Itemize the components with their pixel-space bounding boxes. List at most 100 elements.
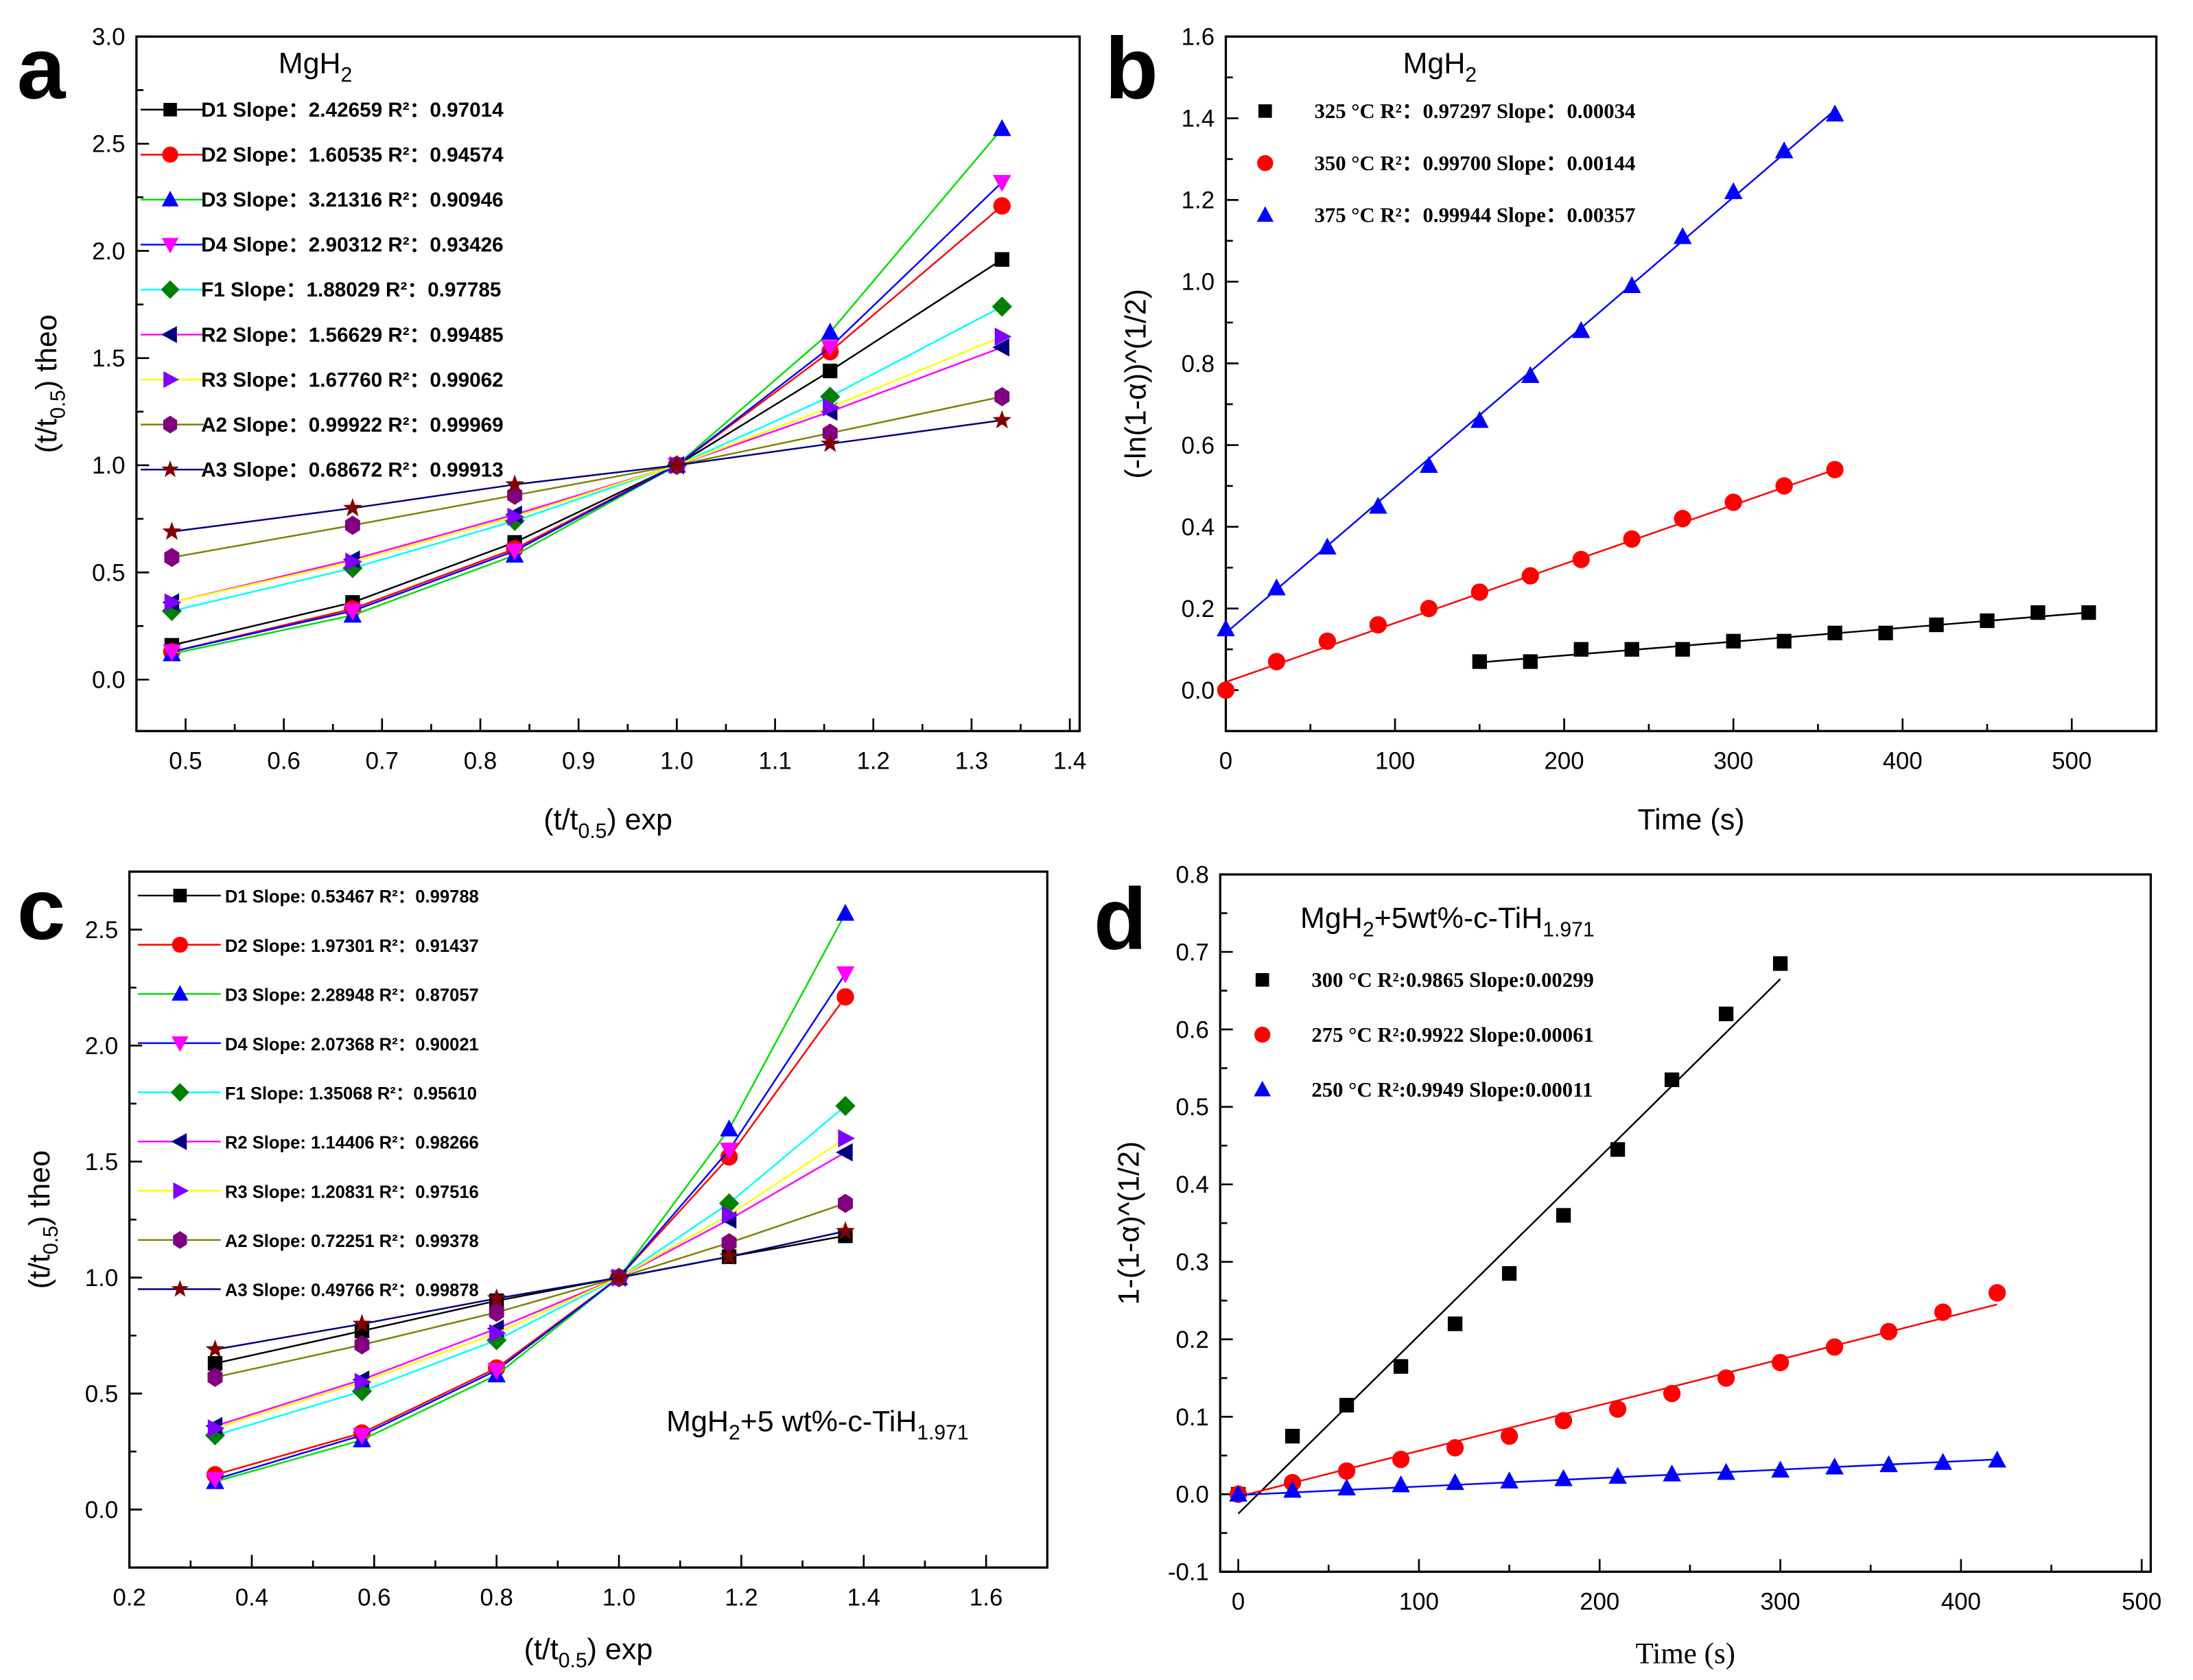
x-tick-label: 0.6	[267, 748, 300, 775]
y-tick-label: 0.2	[1175, 1327, 1208, 1353]
triangle-up-marker	[1879, 1455, 1898, 1473]
circle-marker	[172, 936, 189, 953]
triangle-up-marker	[1717, 1462, 1735, 1480]
triangle-down-marker	[343, 603, 362, 621]
square-marker	[1776, 633, 1792, 649]
triangle-up-marker	[720, 1119, 738, 1136]
series-line	[215, 973, 847, 1480]
star-marker	[505, 474, 525, 493]
legend-label: 325 °C R²：0.97297 Slope：0.00034	[1315, 100, 1636, 123]
text-part: (t/t	[543, 804, 578, 837]
series-A3	[205, 1221, 855, 1358]
star-marker	[162, 522, 182, 540]
x-tick-label: 1.4	[847, 1584, 880, 1611]
square-marker	[1523, 654, 1538, 669]
star-marker	[205, 1339, 225, 1358]
circle-marker	[1369, 616, 1387, 634]
y-axis-label: (-ln(1-α))^(1/2)	[1120, 289, 1153, 479]
diamond-marker	[992, 296, 1012, 317]
triangle-up-marker	[1217, 619, 1235, 637]
y-tick-label: 0.0	[1175, 1482, 1208, 1508]
x-tick-label: 0	[1232, 1589, 1245, 1615]
series-line	[215, 1152, 846, 1427]
subscript: 2	[729, 1422, 740, 1445]
series-line	[172, 128, 1003, 655]
x-tick-label: 0.8	[464, 748, 497, 775]
legend-item: F1 Slope: 1.35068 R²：0.95610	[137, 1083, 477, 1104]
subscript: 2	[341, 64, 353, 86]
circle-marker	[1663, 1384, 1681, 1403]
x-tick-label: 200	[1545, 748, 1584, 775]
x-tick-label: 0.4	[235, 1584, 268, 1611]
diamond-marker	[161, 600, 183, 621]
x-axis-label: (t/t0.5​) exp	[524, 1633, 653, 1672]
y-tick-label: 1.4	[1182, 106, 1215, 132]
series-line	[172, 181, 1003, 653]
panel-d: d 0 100 200 300 400 500 -0.1 0.0 0.1 0.2 0.3 0.4 0.5 0…	[1094, 861, 2161, 1670]
x-tick-label: 100	[1399, 1589, 1439, 1615]
y-tick-label: 1.0	[92, 452, 125, 479]
series-line	[172, 205, 1003, 653]
y-tick-label: 1.0	[1182, 269, 1215, 296]
subscript: 0.5	[559, 1650, 587, 1672]
circle-marker	[1724, 493, 1742, 511]
x-tick-label: 0.7	[366, 748, 399, 775]
series-line	[215, 913, 847, 1483]
legend-item: R2 Slope: 1.14406 R²：0.98266	[137, 1133, 479, 1153]
star-marker	[352, 1314, 372, 1333]
subscript: 0.5	[40, 1226, 62, 1255]
y-tick-label: 1.5	[85, 1149, 118, 1176]
y-tick-label: 1.2	[1182, 187, 1215, 214]
triangle-right-marker	[345, 552, 362, 571]
triangle-up-marker	[1673, 226, 1692, 244]
triangle-down-marker	[505, 544, 524, 561]
circle-marker	[1717, 1369, 1735, 1387]
series-line	[215, 1105, 846, 1436]
legend-item: A2 Slope: 0.72251 R²：0.99378	[137, 1230, 479, 1251]
triangle-up-marker	[172, 985, 189, 1001]
triangle-up-marker	[1825, 104, 1844, 122]
triangle-down-marker	[836, 966, 855, 983]
text-part: 1-(1-α)^(1/2)	[1112, 1141, 1145, 1305]
diamond-marker	[342, 558, 363, 579]
triangle-down-marker	[487, 1363, 506, 1380]
y-tick-label: 0.8	[1175, 861, 1208, 888]
text-part: ) exp	[607, 804, 672, 837]
triangle-up-marker	[1256, 206, 1274, 222]
x-tick-label: 1.0	[602, 1584, 635, 1611]
y-tick-label: 2.5	[85, 917, 118, 944]
triangle-up-marker	[1571, 320, 1591, 338]
circle-marker	[1446, 1438, 1464, 1457]
legend-label: 375 °C R²：0.99944 Slope：0.00357	[1315, 204, 1636, 227]
hexagon-marker	[354, 1335, 370, 1355]
legend-item: D3 Slope：3.21316 R²：0.90946	[140, 189, 504, 211]
x-tick-label: 1.1	[758, 748, 791, 775]
diamond-marker	[170, 1083, 189, 1102]
square-marker	[1573, 642, 1588, 657]
circle-marker	[1521, 567, 1539, 585]
text-part: ) theo	[23, 1150, 56, 1226]
circle-marker	[1934, 1303, 1952, 1321]
text-part: Time (s)	[1636, 1637, 1735, 1670]
triangle-up-marker	[992, 119, 1011, 137]
legend-label: 300 °C R²:0.9865 Slope:0.00299	[1311, 968, 1593, 992]
panel-b: b 0 100 200 300 400 500 0.0 0.2 0.4 0.6 0.8 1.0 1.2 1.…	[1105, 19, 2158, 837]
text-part: MgH	[1300, 902, 1363, 935]
legend-label: 350 °C R²：0.99700 Slope：0.00144	[1315, 152, 1636, 175]
legend-item: R3 Slope: 1.20831 R²：0.97516	[137, 1182, 479, 1202]
hexagon-marker	[822, 423, 838, 443]
circle-marker	[1318, 632, 1337, 650]
panel-letter: c	[17, 860, 66, 957]
triangle-right-marker	[489, 1324, 506, 1343]
legend-item: 300 °C R²:0.9865 Slope:0.00299	[1255, 968, 1594, 992]
text-part: (t/t	[524, 1633, 559, 1666]
star-marker	[820, 434, 840, 452]
circle-marker	[1554, 1412, 1573, 1430]
series-line	[215, 1202, 846, 1379]
subscript: 1.971	[917, 1422, 968, 1445]
circle-marker	[1775, 477, 1793, 495]
triangle-right-marker	[354, 1373, 372, 1392]
legend-item: D2 Slope: 1.97301 R²：0.91437	[137, 936, 479, 956]
series-line	[172, 395, 1002, 559]
legend-label: A3 Slope：0.68672 R²：0.99913	[201, 458, 504, 481]
